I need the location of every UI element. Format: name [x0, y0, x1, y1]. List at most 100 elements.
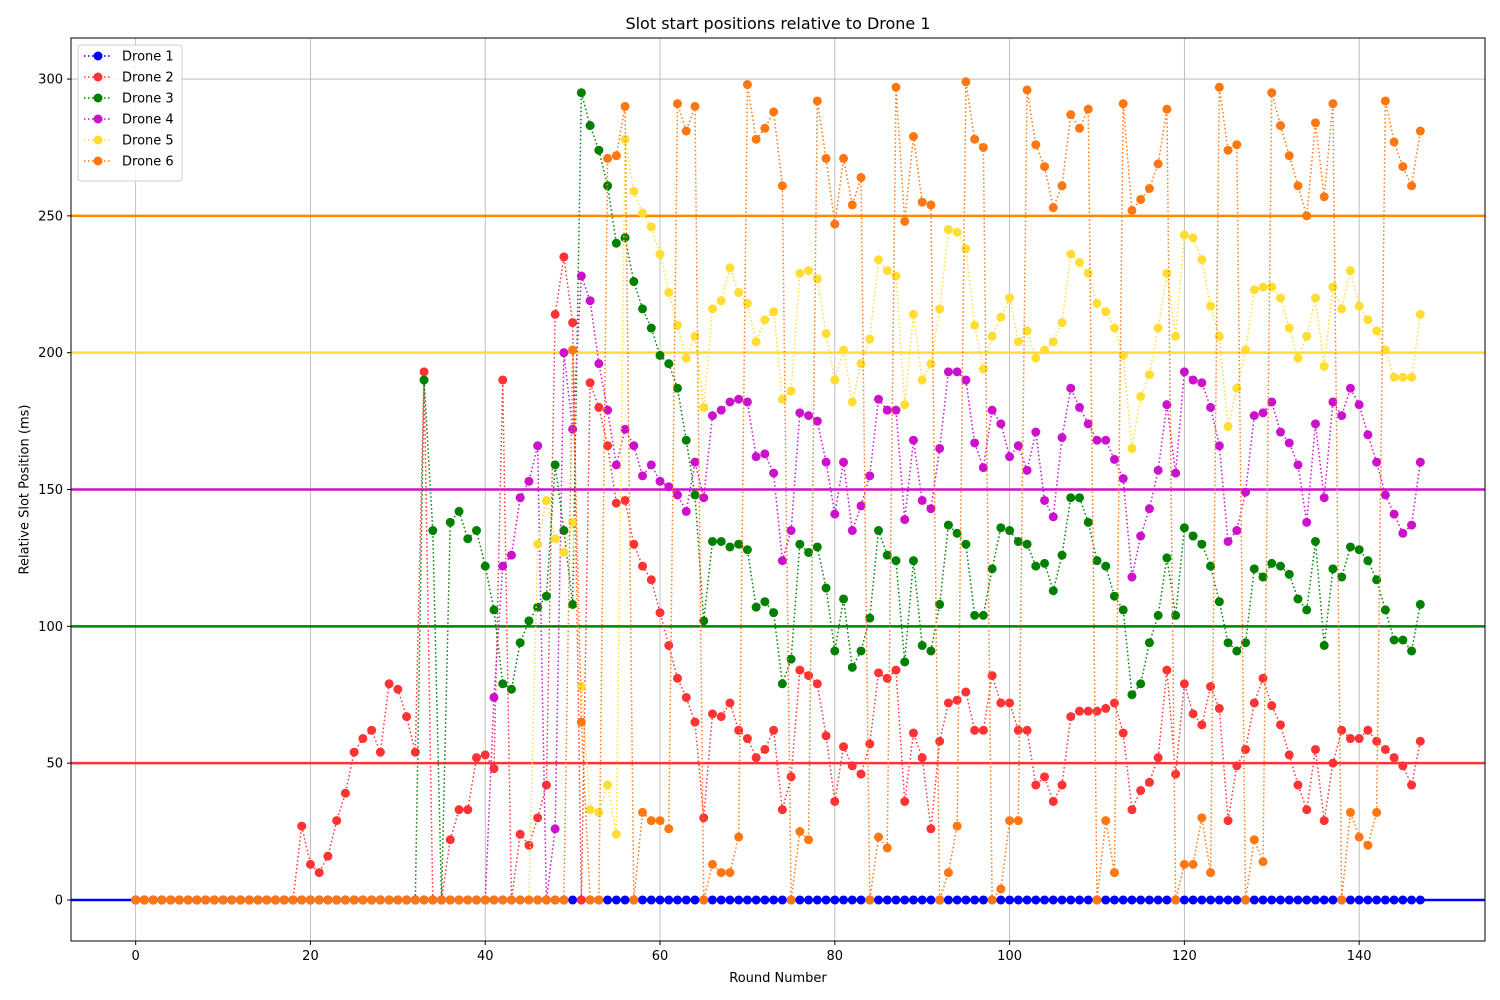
data-point — [611, 829, 621, 839]
data-point — [183, 895, 193, 905]
data-point — [638, 304, 648, 314]
data-point — [1372, 326, 1382, 336]
data-point — [1310, 895, 1320, 905]
data-point — [926, 824, 936, 834]
data-point — [699, 616, 709, 626]
data-point — [1398, 895, 1408, 905]
data-point — [271, 895, 280, 905]
data-point — [1232, 526, 1242, 536]
data-point — [638, 208, 648, 218]
data-point — [1310, 419, 1320, 429]
data-point — [1398, 635, 1408, 645]
data-point — [769, 725, 779, 735]
data-point — [297, 895, 307, 905]
data-point — [891, 665, 901, 675]
data-point — [498, 679, 508, 689]
data-point — [1048, 895, 1058, 905]
data-point — [1345, 734, 1355, 744]
data-point — [777, 394, 787, 404]
data-point — [340, 788, 350, 798]
data-point — [716, 296, 726, 306]
data-point — [777, 556, 787, 566]
data-point — [786, 654, 796, 664]
data-point — [1293, 780, 1303, 790]
data-point — [1031, 140, 1041, 150]
data-point — [1206, 682, 1216, 692]
data-point — [174, 895, 184, 905]
data-point — [620, 495, 630, 505]
data-point — [1223, 895, 1233, 905]
data-point — [1144, 370, 1154, 380]
data-point — [1040, 558, 1050, 568]
data-point — [1005, 816, 1015, 826]
data-point — [1022, 465, 1032, 475]
data-point — [655, 816, 665, 826]
data-point — [978, 142, 988, 152]
data-point — [734, 539, 744, 549]
data-point — [1153, 465, 1163, 475]
data-point — [1319, 192, 1329, 202]
data-point — [585, 378, 595, 388]
data-point — [629, 441, 639, 451]
data-point — [646, 895, 656, 905]
data-point — [1127, 805, 1137, 815]
data-point — [734, 895, 744, 905]
data-point — [1179, 367, 1189, 377]
data-point — [629, 277, 639, 287]
data-point — [1407, 895, 1417, 905]
data-point — [384, 895, 394, 905]
data-point — [576, 88, 586, 98]
data-point — [1048, 203, 1058, 213]
data-point — [1162, 104, 1172, 114]
data-point — [943, 895, 953, 905]
data-point — [830, 895, 840, 905]
data-point — [804, 895, 814, 905]
data-point — [917, 640, 927, 650]
data-point — [1293, 594, 1303, 604]
data-point — [1005, 293, 1015, 303]
data-point — [673, 673, 682, 683]
data-point — [830, 375, 840, 385]
data-point — [515, 829, 525, 839]
data-point — [1284, 323, 1294, 333]
data-point — [1293, 895, 1303, 905]
data-point — [568, 345, 578, 355]
data-point — [1057, 550, 1067, 560]
data-point — [681, 435, 691, 445]
data-point — [1066, 383, 1076, 393]
data-point — [681, 353, 691, 363]
data-point — [795, 539, 805, 549]
data-point — [935, 599, 945, 609]
data-point — [1031, 780, 1041, 790]
data-point — [1345, 895, 1355, 905]
data-point — [1249, 835, 1259, 845]
data-point — [874, 668, 883, 678]
y-tick-label: 250 — [38, 209, 63, 224]
legend-label: Drone 5 — [122, 134, 174, 149]
data-point — [541, 495, 551, 505]
data-point — [1407, 372, 1417, 382]
data-point — [419, 367, 429, 377]
data-point — [1005, 698, 1015, 708]
data-point — [1319, 895, 1329, 905]
data-point — [777, 181, 787, 191]
data-point — [533, 441, 543, 451]
data-point — [1188, 375, 1198, 385]
data-point — [148, 895, 158, 905]
data-point — [480, 895, 490, 905]
data-point — [454, 506, 464, 516]
data-point — [760, 597, 770, 607]
data-point — [454, 895, 464, 905]
data-point — [970, 895, 980, 905]
data-point — [428, 526, 438, 536]
data-point — [463, 534, 473, 544]
data-point — [1407, 646, 1417, 656]
data-point — [533, 602, 543, 612]
data-point — [751, 452, 761, 462]
data-point — [900, 216, 910, 226]
data-point — [166, 895, 176, 905]
data-point — [1206, 895, 1216, 905]
data-point — [970, 725, 980, 735]
data-point — [1197, 895, 1207, 905]
data-point — [638, 471, 648, 481]
